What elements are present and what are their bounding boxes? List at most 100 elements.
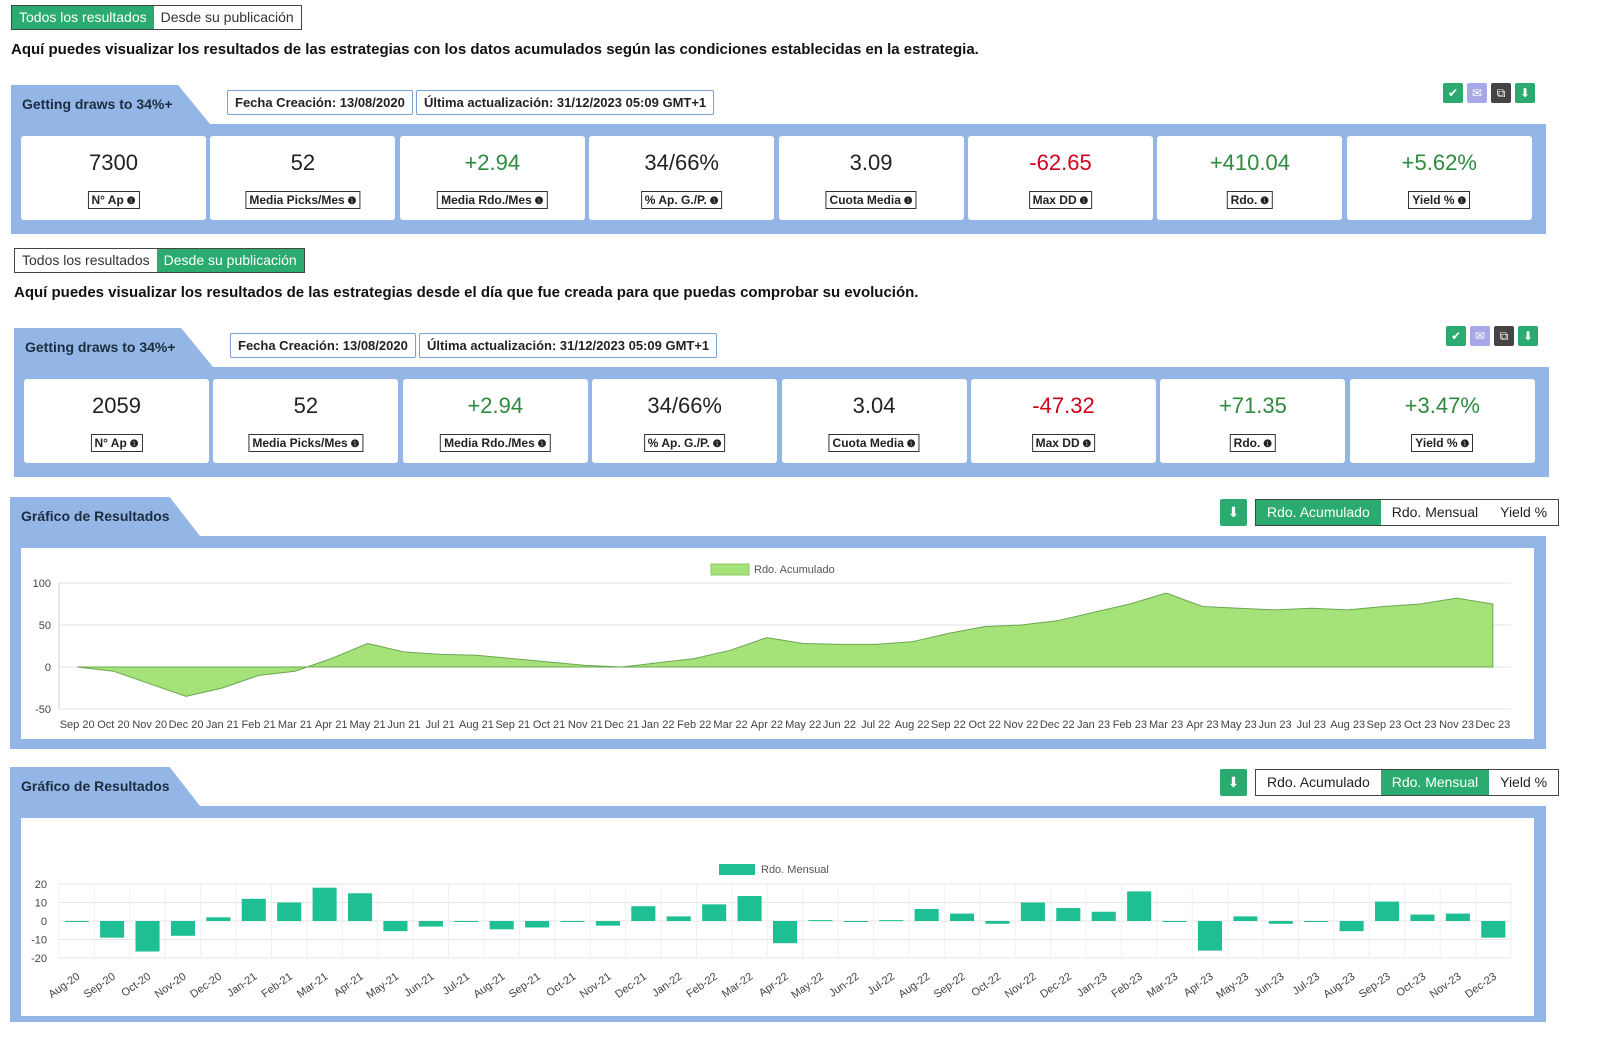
stat-label-text: Media Rdo./Mes	[441, 193, 532, 207]
stat-label[interactable]: Rdo. ❶	[1229, 434, 1277, 452]
section-description: Aquí puedes visualizar los resultados de…	[11, 41, 979, 58]
info-icon[interactable]: ❶	[123, 196, 136, 207]
x-tick-label: Apr 23	[1186, 719, 1218, 731]
y-tick-label: 0	[41, 916, 47, 928]
y-tick-label: 0	[45, 662, 51, 674]
stat-label[interactable]: N° Ap ❶	[90, 434, 143, 452]
stat-label[interactable]: Cuota Media ❶	[828, 434, 920, 452]
tab-desde-publicacion[interactable]: Desde su publicación	[156, 249, 304, 272]
bar	[64, 921, 89, 922]
copy-icon[interactable]: ⧉	[1494, 326, 1514, 346]
tab-todos-resultados[interactable]: Todos los resultados	[12, 6, 154, 29]
copy-icon[interactable]: ⧉	[1491, 83, 1511, 103]
x-tick-label: Sep 22	[931, 719, 966, 731]
x-tick-label: Oct 23	[1404, 719, 1436, 731]
stat-value: 7300	[89, 150, 138, 175]
bar	[1339, 921, 1364, 932]
tab-desde-publicacion[interactable]: Desde su publicación	[153, 6, 301, 29]
stat-label[interactable]: % Ap. G./P. ❶	[643, 434, 726, 452]
x-tick-label: May 23	[1221, 719, 1257, 731]
stat-value: +3.47%	[1404, 393, 1480, 418]
info-icon[interactable]: ❶	[900, 196, 913, 207]
stat-label[interactable]: Yield % ❶	[1411, 434, 1474, 452]
bar	[170, 921, 195, 936]
chart-tabs-2: Rdo. Acumulado Rdo. Mensual Yield %	[1255, 769, 1560, 796]
mail-icon[interactable]: ✉	[1470, 326, 1490, 346]
info-icon[interactable]: ❶	[531, 196, 544, 207]
info-icon[interactable]: ❶	[126, 439, 139, 450]
stat-label-text: Cuota Media	[832, 436, 904, 450]
tab-rdo-acumulado[interactable]: Rdo. Acumulado	[1256, 770, 1381, 795]
x-tick-label: Oct-22	[969, 971, 1003, 1000]
stat-label[interactable]: Media Picks/Mes ❶	[245, 191, 361, 209]
stat-label[interactable]: Max DD ❶	[1031, 434, 1096, 452]
x-tick-label: Dec-22	[1038, 971, 1074, 1001]
x-tick-label: Apr-23	[1182, 971, 1216, 1000]
x-tick-label: Dec 21	[604, 719, 639, 731]
bar	[489, 921, 514, 930]
chart-download-icon[interactable]: ⬇	[1220, 499, 1247, 526]
bar	[135, 921, 160, 952]
info-icon[interactable]: ❶	[347, 439, 360, 450]
x-tick-label: Aug 21	[459, 719, 494, 731]
stat-label[interactable]: Yield % ❶	[1408, 191, 1471, 209]
download-icon[interactable]: ⬇	[1515, 83, 1535, 103]
info-icon[interactable]: ❶	[344, 196, 357, 207]
bar	[1481, 921, 1506, 938]
stat-label[interactable]: % Ap. G./P. ❶	[640, 191, 723, 209]
chart-heading: Gráfico de Resultados	[10, 767, 200, 806]
stat-label[interactable]: Media Picks/Mes ❶	[248, 434, 364, 452]
chart-download-icon[interactable]: ⬇	[1220, 769, 1247, 796]
bar	[1233, 916, 1258, 921]
mail-icon[interactable]: ✉	[1467, 83, 1487, 103]
stat-card: +2.94 Media Rdo./Mes ❶	[399, 136, 585, 220]
bar	[772, 921, 798, 944]
last-update-badge: Última actualización: 31/12/2023 05:09 G…	[419, 333, 718, 358]
info-icon[interactable]: ❶	[1079, 439, 1092, 450]
info-icon[interactable]: ❶	[706, 196, 719, 207]
chart-panel-2: Rdo. Mensual 20 10 0 -10 -20 Aug-20 Sep-20 Oct-2…	[10, 806, 1546, 1022]
area-series	[77, 592, 1494, 697]
info-icon[interactable]: ❶	[1076, 196, 1089, 207]
info-icon[interactable]: ❶	[1257, 196, 1270, 207]
x-tick-label: Jul-23	[1291, 971, 1322, 998]
check-icon[interactable]: ✔	[1443, 83, 1463, 103]
download-icon[interactable]: ⬇	[1518, 326, 1538, 346]
stat-label[interactable]: Rdo. ❶	[1226, 191, 1274, 209]
tab-yield[interactable]: Yield %	[1489, 500, 1559, 525]
x-tick-label: Sep 21	[495, 719, 530, 731]
bar	[595, 921, 620, 926]
x-tick-label: Oct-23	[1394, 971, 1428, 1000]
tab-yield[interactable]: Yield %	[1489, 770, 1559, 795]
bar	[1268, 921, 1293, 924]
stat-label-text: Media Picks/Mes	[249, 193, 345, 207]
x-tick-label: Mar-21	[295, 971, 330, 1001]
x-tick-label: Jul 22	[861, 719, 890, 731]
info-icon[interactable]: ❶	[1260, 439, 1273, 450]
info-icon[interactable]: ❶	[1457, 439, 1470, 450]
stat-label[interactable]: Media Rdo./Mes ❶	[437, 191, 548, 209]
x-tick-label: Mar 23	[1149, 719, 1183, 731]
y-tick-label: -20	[31, 953, 47, 965]
tab-rdo-mensual[interactable]: Rdo. Mensual	[1380, 770, 1490, 795]
stat-label[interactable]: Max DD ❶	[1028, 191, 1093, 209]
x-tick-label: Nov 22	[1004, 719, 1039, 731]
info-icon[interactable]: ❶	[903, 439, 916, 450]
tab-rdo-acumulado[interactable]: Rdo. Acumulado	[1256, 500, 1381, 525]
tab-rdo-mensual[interactable]: Rdo. Mensual	[1380, 500, 1490, 525]
stats-panel-1: 7300 N° Ap ❶ 52 Media Picks/Mes ❶ +2.94 Media…	[11, 124, 1546, 234]
tab-todos-resultados[interactable]: Todos los resultados	[15, 249, 157, 272]
check-icon[interactable]: ✔	[1446, 326, 1466, 346]
info-icon[interactable]: ❶	[534, 439, 547, 450]
stat-label[interactable]: Media Rdo./Mes ❶	[440, 434, 551, 452]
info-icon[interactable]: ❶	[1454, 196, 1467, 207]
creation-date-badge: Fecha Creación: 13/08/2020	[230, 333, 416, 358]
stat-label[interactable]: Cuota Media ❶	[825, 191, 917, 209]
info-icon[interactable]: ❶	[709, 439, 722, 450]
stat-label[interactable]: N° Ap ❶	[87, 191, 140, 209]
x-tick-label: Jun 21	[387, 719, 420, 731]
bar	[914, 908, 939, 921]
y-tick-label: -50	[35, 704, 51, 716]
x-tick-label: Sep-21	[507, 971, 543, 1001]
